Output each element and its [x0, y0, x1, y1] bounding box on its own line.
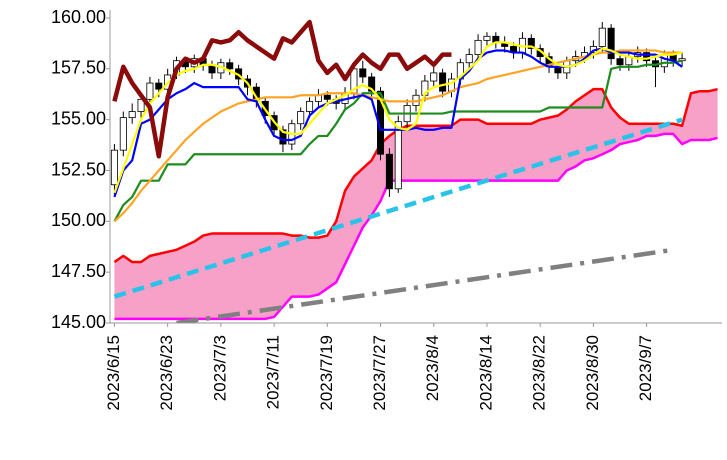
y-tick-label: 152.50: [51, 159, 106, 179]
candle-body: [119, 117, 127, 151]
candle-body: [660, 54, 668, 68]
candle-body: [643, 52, 651, 62]
candle-body: [607, 27, 615, 60]
x-tick-label: 2023/7/3: [210, 335, 229, 401]
indicator-line: [113, 59, 683, 222]
x-tick-label: 2023/7/19: [317, 335, 336, 411]
candle-body: [527, 37, 535, 49]
x-tick-label: 2023/8/30: [583, 335, 602, 411]
y-tick-label: 147.50: [51, 261, 106, 281]
candle-body: [430, 72, 438, 82]
y-tick-label: 145.00: [51, 312, 106, 332]
x-tick-label: 2023/6/15: [104, 335, 123, 411]
axis-layer: 145.00 147.50 150.00 152.50 155.00 157.50 160.…: [51, 7, 722, 411]
candle-body: [359, 68, 367, 78]
trend-layer: [113, 117, 683, 323]
candle-body: [474, 39, 482, 55]
x-tick-label: 2023/6/23: [157, 335, 176, 411]
candle-body: [110, 149, 118, 186]
y-tick-label: 150.00: [51, 210, 106, 230]
candle-body: [137, 98, 145, 112]
candle-body: [279, 129, 287, 145]
x-tick-label: 2023/8/22: [530, 335, 549, 411]
candle-body: [146, 82, 154, 100]
y-tick-label: 155.00: [51, 108, 106, 128]
candle-body: [385, 153, 393, 190]
cloud-lower: [114, 132, 718, 321]
indicator-line: [113, 47, 683, 198]
indicator-line: [112, 19, 452, 159]
candle-body: [306, 100, 314, 112]
x-tick-label: 2023/7/11: [264, 335, 283, 409]
candle-body: [155, 82, 163, 90]
line-layer: [112, 19, 683, 223]
indicator-line: [113, 41, 683, 194]
candle-body: [394, 121, 402, 190]
x-tick-label: 2023/8/14: [476, 335, 495, 411]
x-tick-label: 2023/7/27: [370, 335, 389, 411]
candle-body: [598, 27, 606, 47]
candle-body: [616, 58, 624, 66]
y-tick-label: 160.00: [51, 7, 106, 27]
candle-body: [226, 62, 234, 70]
y-tick-label: 157.50: [51, 58, 106, 78]
cloud-upper: [113, 87, 718, 264]
candle-body: [465, 54, 473, 64]
trend-line: [113, 117, 683, 299]
candle-body: [323, 94, 331, 100]
x-tick-label: 2023/9/7: [636, 335, 655, 401]
x-tick-label: 2023/8/4: [423, 335, 442, 401]
candle-body: [368, 76, 376, 92]
candle-body: [439, 72, 447, 92]
candle-body: [128, 111, 136, 119]
cloud-fill: [114, 89, 718, 319]
candle-body: [483, 35, 491, 41]
candle-body: [297, 111, 305, 125]
cloud-layer: [113, 87, 718, 321]
